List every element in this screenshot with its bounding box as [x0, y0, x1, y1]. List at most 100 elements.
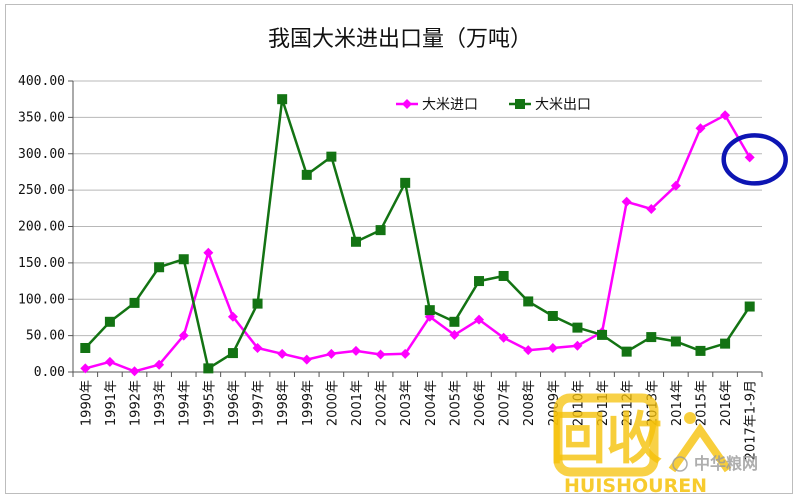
x-tick-label: 2014年: [670, 380, 685, 426]
x-tick-label: 1991年: [104, 380, 119, 426]
series-layer: [80, 94, 755, 377]
data-point-export: [129, 297, 140, 308]
y-tick-label: 0.00: [34, 365, 65, 380]
data-point-import: [375, 349, 386, 360]
data-point-export: [695, 345, 706, 356]
x-tick-label: 1992年: [129, 380, 144, 426]
x-tick-label: 1990年: [79, 380, 94, 426]
data-point-import: [104, 356, 115, 367]
y-tick-label: 150.00: [18, 256, 65, 271]
watermark: 回收 中华粮网 HUISHOUREN: [550, 393, 758, 497]
data-point-import: [547, 342, 558, 353]
legend: 大米进口 大米出口: [396, 97, 591, 113]
x-axis: 1990年 1991年 1992年 1993年 1994年 1995年 1996年 1997年…: [72, 371, 763, 460]
annotation-layer: [721, 133, 788, 186]
data-point-import: [326, 348, 337, 359]
x-tick-label: 2012年: [621, 380, 636, 426]
data-point-export: [597, 329, 608, 340]
data-point-export: [350, 236, 361, 247]
grid-lines: [73, 80, 762, 373]
watermark-brand: 回收: [550, 407, 662, 472]
data-point-export: [670, 336, 681, 347]
x-tick-label: 1994年: [178, 380, 193, 426]
data-point-export: [744, 301, 755, 312]
data-point-export: [400, 177, 411, 188]
data-point-import: [621, 196, 632, 207]
data-point-import: [80, 363, 91, 374]
data-point-export: [547, 310, 558, 321]
data-point-export: [449, 316, 460, 327]
y-tick-label: 350.00: [18, 110, 65, 125]
data-point-import: [252, 342, 263, 353]
x-tick-label: 1999年: [301, 380, 316, 426]
data-point-export: [80, 342, 91, 353]
data-point-import: [400, 348, 411, 359]
data-point-export: [154, 262, 165, 273]
y-tick-label: 400.00: [18, 74, 65, 89]
legend-label: 大米出口: [535, 97, 591, 113]
data-point-import: [129, 366, 140, 377]
series-export: [80, 94, 755, 374]
data-point-export: [474, 276, 485, 287]
data-point-export: [301, 169, 312, 180]
x-tick-label: 1996年: [227, 380, 242, 426]
data-point-import: [350, 345, 361, 356]
series-line-import: [84, 113, 751, 373]
data-point-export: [104, 316, 115, 327]
chart-frame: [5, 4, 793, 494]
legend-marker-import: [402, 99, 412, 109]
y-tick-label: 50.00: [26, 329, 65, 344]
x-tick-label: 2016年: [719, 380, 734, 426]
x-tick-label: 2002年: [375, 380, 390, 426]
data-point-import: [449, 329, 460, 340]
watermark-pinyin: HUISHOUREN: [564, 475, 707, 497]
x-tick-label: 2003年: [399, 380, 414, 426]
y-tick-label: 300.00: [18, 147, 65, 162]
x-tick-label: 2000年: [325, 380, 340, 426]
data-point-import: [203, 247, 214, 258]
y-tick-label: 250.00: [18, 183, 65, 198]
x-tick-label: 2011年: [596, 380, 611, 426]
data-point-export: [523, 296, 534, 307]
data-point-export: [227, 348, 238, 359]
data-point-export: [720, 338, 731, 349]
x-tick-label: 2015年: [694, 380, 709, 426]
data-point-import: [572, 340, 583, 351]
y-tick-label: 200.00: [18, 220, 65, 235]
data-point-import: [301, 354, 312, 365]
x-tick-label: 1993年: [153, 380, 168, 426]
x-tick-label: 1997年: [252, 380, 267, 426]
data-point-import: [695, 123, 706, 134]
x-tick-label: 1998年: [276, 380, 291, 426]
data-point-export: [178, 254, 189, 265]
y-tick-label: 100.00: [18, 292, 65, 307]
x-tick-label: 2006年: [473, 380, 488, 426]
watermark-head-icon: [684, 412, 696, 424]
data-point-import: [720, 110, 731, 121]
data-point-import: [277, 348, 288, 359]
data-point-export: [326, 151, 337, 162]
data-point-import: [670, 180, 681, 191]
watermark-box: [553, 393, 659, 477]
data-point-export: [277, 94, 288, 105]
data-point-import: [474, 314, 485, 325]
x-tick-label: 2010年: [571, 380, 586, 426]
x-tick-label: 2017年1-9月: [744, 380, 759, 460]
y-axis: 0.00 50.00 100.00 150.00 200.00 250.00 300.00 3…: [18, 74, 74, 380]
x-tick-label: 2007年: [498, 380, 513, 426]
x-tick-label: 2001年: [350, 380, 365, 426]
series-import: [80, 110, 755, 377]
x-tick-label: 1995年: [202, 380, 217, 426]
data-point-export: [375, 225, 386, 236]
data-point-import: [523, 345, 534, 356]
x-tick-label: 2005年: [448, 380, 463, 426]
data-point-export: [203, 363, 214, 374]
watermark-chat-icon: [672, 456, 688, 472]
series-line-export: [84, 97, 751, 370]
data-point-import: [154, 359, 165, 370]
data-point-import: [227, 311, 238, 322]
data-point-import: [646, 204, 657, 215]
x-tick-label: 2008年: [522, 380, 537, 426]
data-point-export: [572, 322, 583, 333]
